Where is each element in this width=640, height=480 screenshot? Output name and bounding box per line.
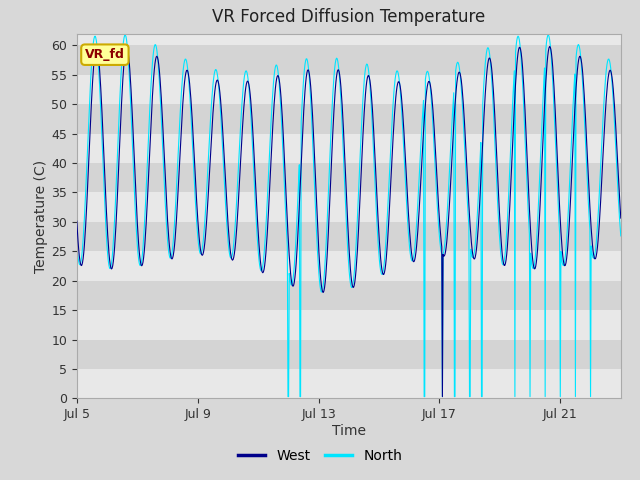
Bar <box>77 46 621 75</box>
Bar <box>77 75 621 104</box>
Text: VR_fd: VR_fd <box>85 48 125 61</box>
Legend: West, North: West, North <box>232 443 408 468</box>
Bar <box>77 192 621 222</box>
West <box>438 394 446 399</box>
Bar <box>77 163 621 192</box>
North <box>201 220 209 226</box>
North <box>301 67 308 73</box>
North <box>73 240 81 246</box>
Bar <box>77 281 621 310</box>
Bar <box>77 310 621 339</box>
Bar <box>77 339 621 369</box>
West <box>382 262 390 267</box>
West <box>301 97 308 103</box>
North <box>284 394 292 399</box>
West <box>617 215 625 221</box>
Bar <box>77 222 621 252</box>
Y-axis label: Temperature (C): Temperature (C) <box>35 159 48 273</box>
X-axis label: Time: Time <box>332 424 366 438</box>
Bar <box>77 369 621 398</box>
West <box>93 44 100 50</box>
Title: VR Forced Diffusion Temperature: VR Forced Diffusion Temperature <box>212 9 485 26</box>
West <box>123 44 131 49</box>
Line: West: West <box>77 47 621 396</box>
West <box>271 86 279 92</box>
West <box>202 234 209 240</box>
West <box>513 56 521 61</box>
North <box>382 242 390 248</box>
Line: North: North <box>77 35 621 396</box>
North <box>513 37 520 43</box>
Bar <box>77 252 621 281</box>
North <box>271 68 278 73</box>
North <box>617 233 625 239</box>
Bar <box>77 133 621 163</box>
Bar <box>77 104 621 133</box>
West <box>73 218 81 224</box>
North <box>93 38 100 44</box>
North <box>545 32 552 38</box>
